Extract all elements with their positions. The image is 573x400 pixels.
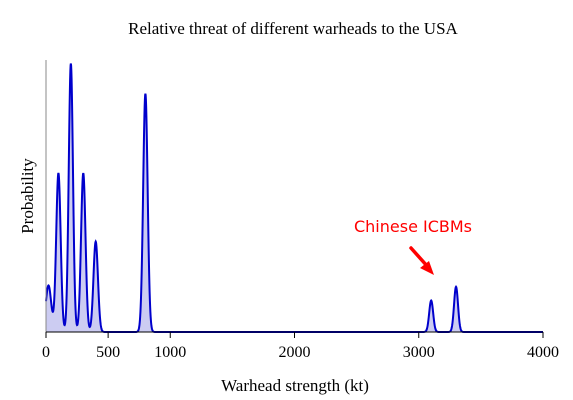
x-axis-label: Warhead strength (kt) <box>221 376 369 395</box>
x-tick-label: 3000 <box>403 344 435 361</box>
x-tick-label: 0 <box>42 344 50 361</box>
density-area-fill <box>46 63 543 332</box>
x-tick-label: 2000 <box>279 344 311 361</box>
plot-area <box>45 63 543 333</box>
x-tick-label: 4000 <box>527 344 559 361</box>
annotation-label: Chinese ICBMs <box>354 217 472 236</box>
x-axis-ticks: 0 500 1000 2000 3000 4000 <box>42 332 559 361</box>
x-tick-label: 500 <box>96 344 120 361</box>
chart-title: Relative threat of different warheads to… <box>128 19 458 38</box>
annotation-arrow <box>409 246 434 275</box>
x-tick-label: 1000 <box>154 344 186 361</box>
density-line <box>45 63 543 333</box>
y-axis-label: Probability <box>18 158 37 234</box>
